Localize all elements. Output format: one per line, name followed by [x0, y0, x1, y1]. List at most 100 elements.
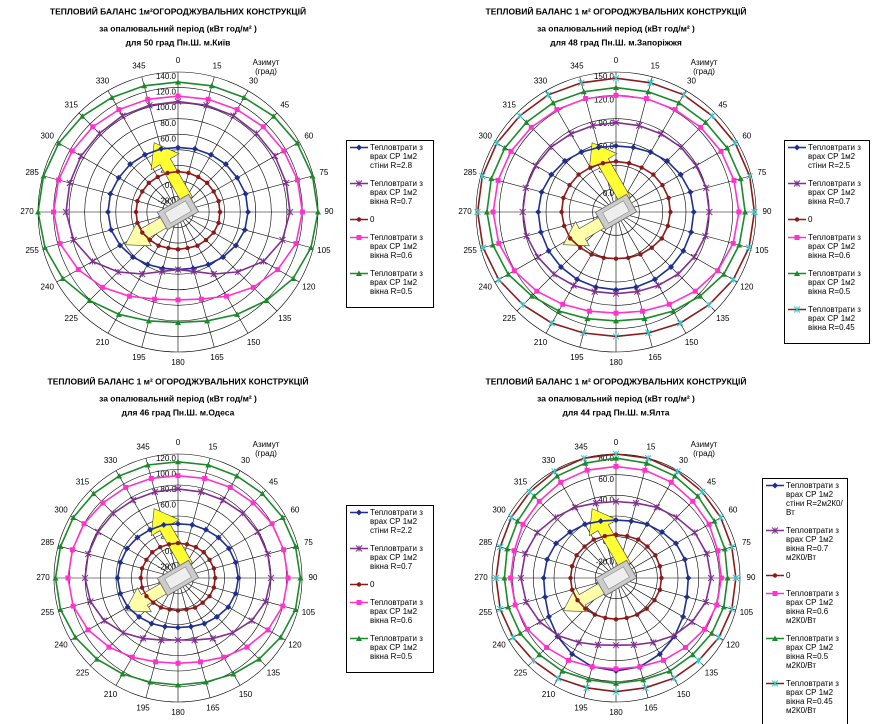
marker	[133, 209, 139, 215]
angle-axis-label: Азимут (град)	[252, 58, 280, 76]
legend-label: 0	[786, 571, 791, 580]
marker	[160, 521, 167, 528]
marker	[141, 82, 148, 89]
angle-label: 150	[677, 690, 691, 699]
grid-ring	[533, 495, 699, 661]
marker	[166, 245, 171, 251]
legend-label: Тепловтрати з врах СР 1м2 вікна R=0.7 м2…	[786, 526, 839, 562]
marker	[145, 317, 152, 324]
legend-swatch	[766, 635, 784, 641]
marker	[315, 209, 321, 215]
marker	[588, 165, 593, 170]
marker	[96, 130, 103, 137]
r-tick-label: 80.0	[598, 454, 614, 463]
angle-label: 180	[609, 358, 623, 367]
marker	[582, 521, 588, 528]
marker	[578, 79, 585, 87]
marker	[191, 145, 198, 152]
marker	[52, 575, 59, 581]
legend-swatch	[766, 527, 784, 534]
marker	[140, 189, 145, 194]
marker	[533, 529, 541, 536]
angle-label: 285	[463, 168, 477, 177]
marker	[794, 270, 800, 276]
marker	[721, 545, 728, 552]
legend-item: Тепловтрати з врах СР 1м2 стіни R=2.2	[349, 508, 431, 535]
legend-swatch	[350, 180, 368, 187]
marker	[489, 242, 496, 248]
marker	[552, 514, 559, 521]
marker	[106, 644, 112, 650]
marker	[690, 209, 697, 215]
marker	[147, 237, 153, 243]
marker	[56, 177, 62, 183]
marker	[356, 235, 362, 240]
marker	[640, 676, 647, 683]
marker	[148, 475, 154, 481]
marker	[794, 144, 800, 151]
marker	[234, 268, 242, 276]
marker	[94, 528, 102, 536]
marker	[292, 606, 299, 612]
angle-label: 0	[614, 438, 619, 447]
marker	[688, 229, 695, 236]
marker	[174, 485, 182, 493]
marker	[682, 644, 688, 650]
marker	[689, 651, 696, 658]
marker	[124, 604, 131, 611]
marker	[659, 575, 664, 581]
marker	[540, 575, 547, 581]
angle-label: 120	[740, 283, 754, 292]
grid-ring	[131, 531, 225, 625]
marker	[508, 148, 514, 154]
marker	[656, 651, 663, 658]
marker	[520, 521, 526, 527]
marker	[40, 172, 47, 179]
angle-label: 345	[136, 443, 150, 452]
chart-location: для 44 град Пн.Ш. м.Ялта	[562, 407, 669, 417]
marker	[730, 240, 736, 246]
marker	[165, 170, 170, 176]
marker	[51, 209, 57, 215]
marker	[356, 509, 362, 516]
angle-label: 120	[302, 283, 316, 292]
marker	[55, 140, 62, 146]
marker	[794, 235, 800, 240]
angle-label: 120	[288, 641, 302, 650]
marker	[559, 668, 566, 674]
marker	[589, 664, 595, 670]
marker	[263, 297, 270, 304]
marker	[511, 268, 517, 274]
chart-subtitle: за опалювальний період (кВт год/м² )	[99, 393, 257, 403]
marker	[771, 680, 779, 687]
r-tick-label: -20.0	[158, 563, 177, 572]
marker	[645, 329, 652, 337]
marker	[260, 124, 266, 130]
r-tick-label: 60.0	[160, 134, 176, 143]
angle-label: 330	[542, 456, 556, 465]
decor-house-roof	[602, 200, 630, 224]
marker	[229, 629, 237, 637]
marker	[715, 634, 723, 641]
marker	[227, 484, 233, 490]
marker	[535, 209, 542, 215]
marker	[649, 245, 654, 250]
marker	[653, 503, 661, 511]
marker	[356, 635, 362, 641]
marker	[528, 293, 535, 299]
marker	[569, 564, 575, 569]
marker	[567, 236, 573, 241]
marker	[184, 607, 189, 612]
marker	[138, 575, 143, 581]
marker	[728, 605, 736, 613]
legend-item: Тепловтрати з врах СР 1м2 вікна R=0.7	[349, 179, 431, 206]
marker	[594, 641, 602, 649]
marker	[57, 241, 63, 247]
angle-label: 150	[247, 338, 261, 347]
marker	[264, 550, 272, 558]
marker	[141, 151, 148, 158]
marker	[751, 208, 758, 216]
marker	[213, 613, 220, 620]
marker	[140, 230, 145, 235]
marker	[144, 461, 151, 468]
